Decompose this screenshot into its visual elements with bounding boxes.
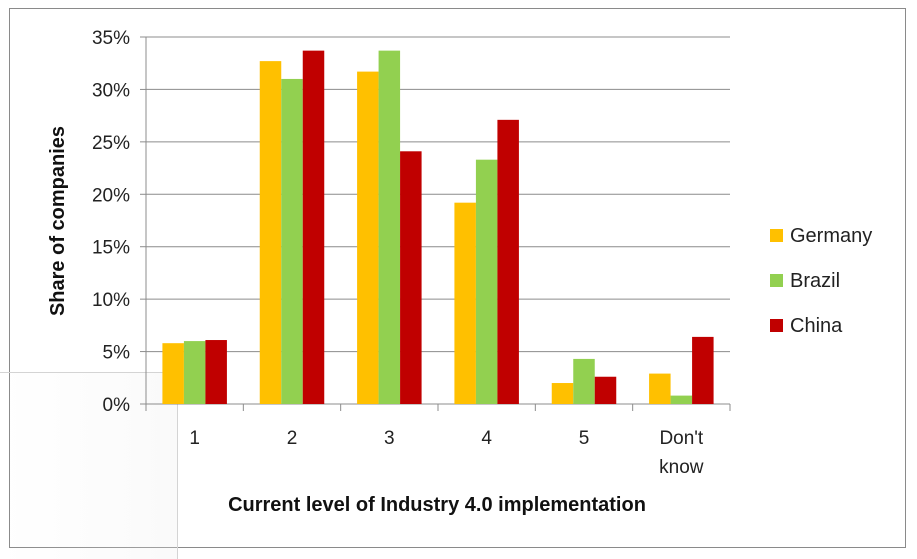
x-tick-label: 3 <box>384 428 395 449</box>
x-tick-label: 5 <box>579 428 590 449</box>
gridlines <box>140 36 730 405</box>
x-tick-label: 4 <box>481 428 492 449</box>
legend-label-brazil: Brazil <box>790 270 840 292</box>
legend-swatch-china <box>770 319 783 332</box>
bar-china <box>692 336 714 404</box>
y-tick-label: 30% <box>92 80 130 101</box>
bar-germany <box>649 373 671 404</box>
legend-label-china: China <box>790 315 843 337</box>
y-tick-label: 15% <box>92 238 130 259</box>
bar-china <box>594 376 617 404</box>
y-tick-labels: 0% 5% 10% 15% 20% 25% 30% 35% <box>92 28 130 416</box>
x-tick-labels: 1 2 3 4 5 Don't know <box>189 428 704 478</box>
bar-brazil <box>670 395 693 404</box>
legend: Germany Brazil China <box>770 225 872 337</box>
bar-china <box>400 151 422 404</box>
bar-brazil <box>183 341 206 404</box>
bar-china <box>205 340 227 404</box>
bar-brazil <box>475 159 498 404</box>
bar-china <box>302 50 325 404</box>
x-tick-label: 1 <box>189 428 200 449</box>
axes <box>145 37 731 411</box>
y-tick-label: 20% <box>92 185 130 206</box>
x-tick-label: Don't know <box>659 428 704 478</box>
legend-swatch-germany <box>770 229 783 242</box>
y-tick-label: 10% <box>92 290 130 311</box>
y-tick-label: 25% <box>92 133 130 154</box>
bar-china <box>497 119 519 404</box>
bars <box>162 50 714 405</box>
bar-germany <box>259 61 282 405</box>
y-tick-label: 5% <box>103 343 131 364</box>
x-tick-label: 2 <box>287 428 298 449</box>
bar-brazil <box>378 50 401 404</box>
bar-germany <box>357 71 379 405</box>
bar-germany <box>162 343 184 404</box>
x-axis-label: Current level of Industry 4.0 implementa… <box>228 494 646 516</box>
y-tick-label: 35% <box>92 28 130 49</box>
y-axis-label: Share of companies <box>47 126 69 316</box>
bar-germany <box>454 202 476 404</box>
bar-brazil <box>281 78 303 404</box>
legend-swatch-brazil <box>770 274 783 287</box>
legend-label-germany: Germany <box>790 225 872 247</box>
bar-brazil <box>573 358 595 404</box>
y-tick-label: 0% <box>103 395 131 416</box>
bar-germany <box>551 383 574 404</box>
